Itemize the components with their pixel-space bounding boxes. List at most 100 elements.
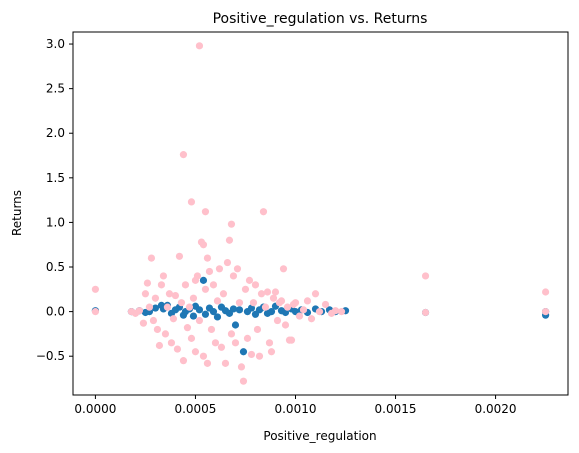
scatter-point	[159, 272, 168, 280]
scatter-point	[311, 290, 320, 298]
scatter-point	[229, 272, 238, 280]
scatter-point	[255, 352, 264, 360]
scatter-point	[337, 308, 346, 316]
scatter-point	[179, 151, 188, 159]
scatter-point	[259, 208, 268, 216]
y-tick-label: 3.0	[46, 37, 65, 51]
scatter-point	[239, 348, 248, 356]
y-tick-label: 1.5	[46, 171, 65, 185]
scatter-point	[157, 281, 166, 289]
scatter-point	[193, 272, 202, 280]
scatter-point	[299, 306, 308, 314]
scatter-point	[199, 241, 208, 249]
scatter-point	[155, 341, 164, 350]
scatter-point	[273, 316, 282, 325]
scatter-point	[215, 265, 224, 273]
x-tick-label: 0.0005	[174, 402, 216, 416]
scatter-point	[321, 300, 330, 309]
scatter-point	[171, 291, 180, 300]
scatter-point	[181, 281, 190, 289]
scatter-point	[213, 297, 222, 305]
scatter-point	[247, 350, 256, 359]
scatter-point	[187, 334, 196, 342]
scatter-point	[213, 313, 222, 321]
scatter-point	[263, 288, 272, 296]
scatter-point	[235, 299, 244, 307]
y-tick-label: 0.0	[46, 305, 65, 319]
scatter-point	[201, 285, 210, 293]
scatter-point	[145, 303, 154, 311]
scatter-point	[183, 324, 192, 332]
points-layer	[91, 42, 550, 385]
scatter-point	[91, 308, 100, 316]
scatter-point	[227, 330, 236, 338]
x-tick-label: 0.0015	[375, 402, 417, 416]
scatter-point	[175, 252, 184, 260]
scatter-point	[163, 303, 172, 311]
x-tick-label: 0.0010	[274, 402, 316, 416]
y-tick-label: 2.0	[46, 126, 65, 140]
scatter-point	[91, 285, 100, 293]
scatter-point	[161, 330, 170, 338]
scatter-point	[199, 276, 208, 284]
scatter-point	[287, 336, 296, 344]
scatter-point	[195, 316, 204, 325]
scatter-point	[277, 297, 286, 305]
scatter-point	[283, 303, 292, 311]
scatter-point	[207, 325, 216, 334]
x-axis-label: Positive_regulation	[263, 429, 376, 443]
scatter-point	[201, 310, 210, 318]
scatter-point	[201, 208, 210, 216]
scatter-point	[331, 307, 340, 315]
x-tick-label: 0.0000	[74, 402, 116, 416]
scatter-point	[167, 339, 176, 347]
scatter-point	[191, 348, 200, 356]
y-tick-label: 2.5	[46, 82, 65, 96]
scatter-point	[187, 198, 196, 206]
y-axis-label: Returns	[10, 190, 24, 236]
scatter-point	[219, 290, 228, 298]
scatter-point	[235, 306, 244, 314]
scatter-point	[209, 308, 218, 316]
scatter-point	[271, 288, 280, 296]
scatter-point	[203, 254, 212, 262]
x-tick-label: 0.0020	[475, 402, 517, 416]
scatter-point	[269, 294, 278, 302]
scatter-point	[205, 267, 214, 276]
y-tick-label: 0.5	[46, 260, 65, 274]
scatter-point	[143, 279, 152, 287]
y-axis-ticks: −0.5 0.0 0.5 1.0 1.5 2.0 2.5 3.0	[36, 37, 73, 363]
scatter-point	[209, 281, 218, 289]
scatter-point	[195, 306, 204, 314]
scatter-point	[233, 265, 242, 273]
scatter-point	[139, 319, 148, 327]
scatter-point	[185, 303, 194, 311]
scatter-point	[227, 220, 236, 228]
scatter-point	[195, 42, 204, 50]
scatter-point	[251, 281, 260, 289]
scatter-point	[153, 325, 162, 334]
scatter-point	[421, 308, 430, 317]
y-tick-label: 1.0	[46, 215, 65, 229]
scatter-point	[257, 290, 266, 298]
scatter-point	[141, 290, 150, 298]
scatter-point	[189, 294, 198, 302]
scatter-point	[243, 334, 252, 342]
scatter-point	[295, 312, 304, 320]
scatter-point	[307, 315, 316, 323]
scatter-point	[221, 359, 230, 367]
scatter-point	[199, 352, 208, 360]
plot-frame	[72, 31, 569, 396]
scatter-point	[151, 294, 160, 302]
scatter-point	[237, 363, 246, 371]
scatter-point	[147, 254, 156, 262]
scatter-point	[253, 325, 262, 334]
scatter-point	[291, 299, 300, 307]
scatter-point	[173, 345, 182, 353]
scatter-point	[223, 258, 232, 267]
scatter-point	[241, 285, 250, 293]
scatter-point	[249, 299, 258, 307]
scatter-point	[169, 315, 178, 323]
chart-title: Positive_regulation vs. Returns	[213, 11, 428, 27]
